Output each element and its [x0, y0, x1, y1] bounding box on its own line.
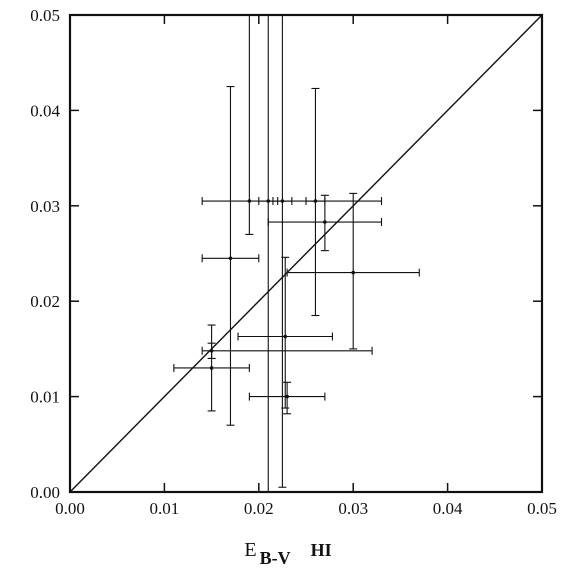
x-tick-label: 0.03: [338, 499, 368, 518]
x-tick-label: 0.05: [527, 499, 557, 518]
data-point: [228, 256, 233, 261]
x-axis-label: E B-V HI: [244, 539, 331, 568]
data-point: [351, 270, 356, 275]
x-axis-label-sub: B-V: [260, 548, 291, 568]
plot-frame: [68, 13, 544, 494]
data-point: [266, 199, 271, 203]
y-tick-label: 0.03: [30, 197, 60, 216]
data-point-group: [272, 15, 293, 488]
data-point-group: [201, 86, 260, 426]
x-axis-label-suffix: HI: [311, 540, 332, 560]
data-point: [247, 199, 252, 203]
x-tick-label: 0.01: [150, 499, 180, 518]
data-point: [209, 366, 214, 370]
x-tick-label: 0.00: [55, 499, 85, 518]
reference-line: [69, 14, 543, 493]
y-tick-label: 0.05: [30, 6, 60, 25]
y-tick-label: 0.01: [30, 388, 60, 407]
data-point-group: [305, 87, 326, 317]
y-tick-label: 0.02: [30, 292, 60, 311]
data-point: [323, 220, 327, 224]
data-point: [313, 199, 318, 203]
y-tick-label: 0.04: [30, 101, 60, 120]
data-point: [280, 199, 285, 203]
x-axis-label-main: E: [244, 539, 256, 561]
data-point-group: [237, 256, 333, 409]
data-point-group: [267, 194, 383, 252]
data-point-group: [286, 192, 420, 350]
data-point-group: [248, 381, 326, 415]
data-point-group: [201, 342, 373, 359]
axes: 0.00 0.01 0.02 0.03 0.04 0.05 0.00 0.01 0.02 0.03…: [30, 6, 557, 518]
x-tick-label: 0.02: [244, 499, 274, 518]
data-marks: [69, 14, 543, 493]
data-point: [285, 394, 289, 399]
y-tick-label: 0.00: [30, 483, 60, 502]
data-point: [209, 349, 214, 353]
data-point-group: [173, 324, 250, 412]
data-point: [283, 334, 288, 339]
x-tick-label: 0.04: [433, 499, 463, 518]
data-point-group: [258, 15, 279, 492]
